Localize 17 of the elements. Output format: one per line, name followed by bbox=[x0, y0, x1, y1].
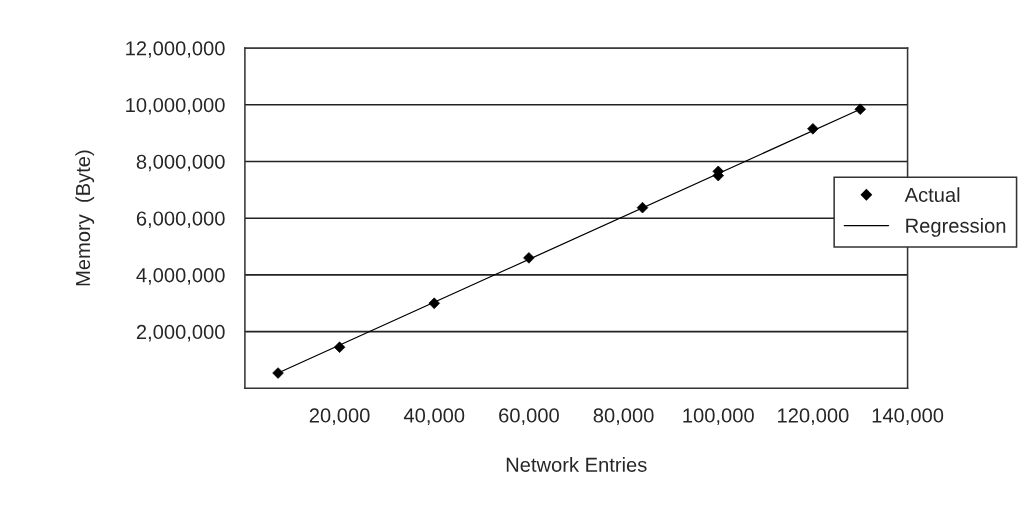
y-tick-label: 8,000,000 bbox=[136, 154, 225, 172]
y-tick-label: 4,000,000 bbox=[136, 268, 225, 285]
x-tick-label: 80,000 bbox=[593, 408, 654, 425]
legend-label: Regression bbox=[906, 218, 1006, 237]
y-tick-label: 10,000,000 bbox=[126, 97, 225, 115]
y-tick-label: 12,000,000 bbox=[126, 41, 225, 58]
y-axis-title: Memory (Byte) bbox=[75, 150, 95, 286]
legend-label: Actual bbox=[904, 187, 960, 203]
x-tick-label: 40,000 bbox=[403, 408, 465, 425]
x-tick-label: 20,000 bbox=[309, 408, 370, 425]
y-tick-label: 6,000,000 bbox=[136, 211, 225, 229]
x-tick-label: 60,000 bbox=[499, 408, 559, 425]
x-tick-label: 120,000 bbox=[778, 408, 849, 425]
x-axis-title: Network Entries bbox=[506, 457, 647, 472]
y-tick-label: 2,000,000 bbox=[136, 324, 225, 342]
x-tick-label: 140,000 bbox=[872, 408, 944, 425]
x-tick-label: 100,000 bbox=[683, 408, 754, 425]
